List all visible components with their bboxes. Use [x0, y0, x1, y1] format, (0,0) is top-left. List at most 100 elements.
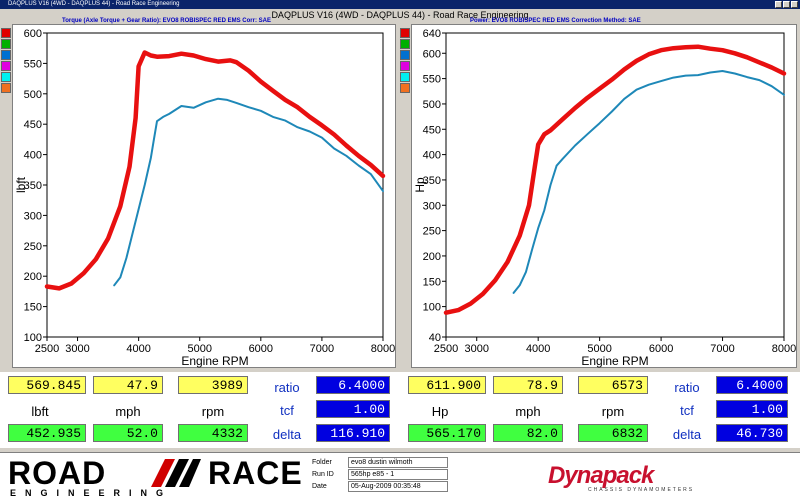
tcf-value: 1.00 — [316, 400, 390, 418]
series-line-red — [44, 50, 386, 291]
maximize-button[interactable] — [783, 1, 790, 8]
series-swatch[interactable] — [400, 61, 410, 71]
ratio-label: ratio — [674, 380, 700, 395]
x-tick-label: 7000 — [310, 343, 334, 355]
x-tick-label: 2500 — [434, 343, 458, 355]
y-tick-label: 550 — [423, 74, 441, 86]
series-swatch[interactable] — [400, 83, 410, 93]
y-tick-label: 350 — [423, 175, 441, 187]
series-swatch[interactable] — [1, 72, 11, 82]
y-tick-label: 600 — [24, 28, 42, 40]
folder-label: Folder — [312, 459, 332, 466]
page-title: DAQPLUS V16 (4WD - DAQPLUS 44) - Road Ra… — [271, 10, 529, 20]
series-swatch[interactable] — [1, 39, 11, 49]
series-swatch[interactable] — [1, 83, 11, 93]
plot-area — [445, 32, 785, 338]
series-line-blue — [113, 97, 384, 287]
torque-chart: 100 150 200 250 300 350 400 450 500 550 600 2500 300… — [14, 28, 395, 368]
power-cursor-value: 611.900 — [408, 376, 486, 394]
delta-label: delta — [672, 427, 702, 442]
runid-field[interactable]: 565hp e85 - 1 — [348, 469, 448, 480]
y-tick-label: 550 — [24, 58, 42, 70]
series-swatch[interactable] — [400, 39, 410, 49]
series-swatches-left — [1, 28, 12, 94]
torque-cursor2-value: 452.935 — [8, 424, 86, 442]
series-swatch[interactable] — [1, 50, 11, 60]
delta-value: 116.910 — [316, 424, 390, 442]
x-tick-label: 4000 — [126, 343, 150, 355]
series-swatch[interactable] — [400, 28, 410, 38]
y-tick-label: 350 — [24, 180, 42, 192]
y-tick-label: 400 — [24, 150, 42, 162]
mph-cursor2-value: 52.0 — [93, 424, 163, 442]
tcf-label: tcf — [680, 403, 694, 418]
y-tick-label: 600 — [423, 48, 441, 60]
x-tick-label: 6000 — [249, 343, 273, 355]
series-swatch[interactable] — [400, 50, 410, 60]
rpm-unit-label: rpm — [201, 404, 225, 419]
x-tick-label: 3000 — [464, 343, 488, 355]
ratio-value: 6.4000 — [316, 376, 390, 394]
y-tick-label: 300 — [24, 210, 42, 222]
rpm-unit-label: rpm — [601, 404, 625, 419]
y-axis-label: Hp — [413, 177, 427, 193]
tcf-value: 1.00 — [716, 400, 788, 418]
x-tick-label: 4000 — [526, 343, 550, 355]
series-swatch[interactable] — [1, 28, 11, 38]
y-axis-label: lbft — [14, 176, 28, 193]
y-tick-label: 100 — [423, 302, 441, 314]
date-field[interactable]: 05-Aug-2009 00:35:48 — [348, 481, 448, 492]
rpm-cursor-value: 3989 — [178, 376, 248, 394]
series-swatches-right — [400, 28, 411, 94]
logo-slash-icon — [151, 459, 201, 487]
mph-cursor-value: 47.9 — [93, 376, 163, 394]
delta-value: 46.730 — [716, 424, 788, 442]
mph-unit-label: mph — [515, 404, 541, 419]
minimize-button[interactable] — [775, 1, 782, 8]
tcf-label: tcf — [280, 403, 294, 418]
dynapack-logo: Dynapack CHASSIS DYNAMOMETERS — [548, 463, 738, 497]
dynapack-brand: Dynapack — [548, 462, 654, 489]
date-label: Date — [312, 483, 327, 490]
ratio-value: 6.4000 — [716, 376, 788, 394]
x-axis-label: Engine RPM — [181, 354, 248, 368]
y-tick-label: 400 — [423, 150, 441, 162]
runid-label: Run ID — [312, 471, 334, 478]
series-line-red — [443, 44, 787, 315]
mph-cursor-value: 78.9 — [493, 376, 563, 394]
y-tick-label: 450 — [423, 124, 441, 136]
x-tick-label: 7000 — [710, 343, 734, 355]
delta-label: delta — [272, 427, 302, 442]
y-tick-label: 150 — [423, 276, 441, 288]
series-line-blue — [512, 70, 785, 294]
close-button[interactable] — [791, 1, 798, 8]
rpm-cursor2-value: 4332 — [178, 424, 248, 442]
window-title: DAQPLUS V16 (4WD - DAQPLUS 44) - Road Ra… — [8, 1, 180, 7]
series-swatch[interactable] — [1, 61, 11, 71]
y-tick-label: 500 — [24, 89, 42, 101]
x-axis-label: Engine RPM — [581, 354, 648, 368]
series-swatch[interactable] — [400, 72, 410, 82]
x-tick-label: 6000 — [649, 343, 673, 355]
logo-race-text: RACE — [208, 455, 303, 491]
y-tick-label: 250 — [24, 241, 42, 253]
rpm-cursor-value: 6573 — [578, 376, 648, 394]
logo-road-text: ROAD — [8, 455, 107, 491]
x-tick-label: 3000 — [65, 343, 89, 355]
rpm-cursor2-value: 6832 — [578, 424, 648, 442]
y-tick-label: 150 — [24, 302, 42, 314]
x-tick-label: 5000 — [187, 343, 211, 355]
power-cursor2-value: 565.170 — [408, 424, 486, 442]
logo-engineering-text: ENGINEERING — [10, 488, 173, 498]
readout-panel: 569.845 47.9 3989 lbft mph rpm 452.935 5… — [0, 372, 800, 448]
mph-cursor2-value: 82.0 — [493, 424, 563, 442]
mph-unit-label: mph — [115, 404, 141, 419]
folder-field[interactable]: evo8 dustin wilmoth — [348, 457, 448, 468]
title-bar: DAQPLUS V16 (4WD - DAQPLUS 44) - Road Ra… — [0, 0, 800, 9]
y-tick-label: 300 — [423, 200, 441, 212]
plot-area — [46, 32, 384, 338]
torque-chart-panel: 100 150 200 250 300 350 400 450 500 550 600 2500 300… — [12, 24, 396, 368]
y-tick-label: 200 — [24, 271, 42, 283]
road-race-logo: ROAD RACE ENGINEERING — [8, 455, 308, 498]
torque-unit-label: lbft — [31, 404, 49, 419]
